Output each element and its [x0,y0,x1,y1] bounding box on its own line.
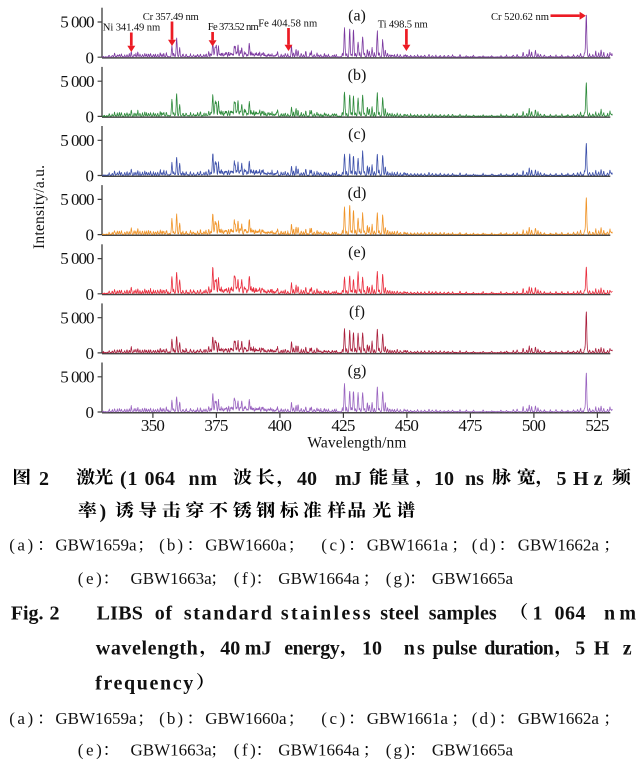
svg-text:(e): (e) [78,569,102,588]
svg-text:5: 5 [575,638,585,660]
svg-text:(a): (a) [348,8,366,25]
svg-text:(f): (f) [349,303,365,320]
svg-text:Hz: Hz [573,468,603,490]
svg-text:400: 400 [268,416,292,435]
svg-text:GBW1661a: GBW1661a [367,709,449,728]
svg-text:5 000: 5 000 [60,249,94,268]
svg-text:Intensity/a.u.: Intensity/a.u. [31,165,48,249]
svg-text:0: 0 [86,344,95,363]
svg-text:500: 500 [522,416,546,435]
svg-text:064: 064 [145,468,176,490]
svg-text:(c): (c) [321,536,345,555]
svg-text:duration: duration [484,638,554,660]
svg-text:GBW1660a: GBW1660a [205,709,287,728]
svg-text:of: of [155,602,173,624]
svg-text:GBW1664a: GBW1664a [278,741,360,760]
svg-text:(g): (g) [386,569,410,588]
svg-text:GBW1660a: GBW1660a [205,536,287,555]
svg-text:nm: nm [189,468,218,490]
svg-text:0: 0 [86,285,95,304]
svg-text:2: 2 [50,602,60,624]
svg-text:GBW1663a: GBW1663a [131,569,213,588]
svg-text:40: 40 [220,638,240,660]
svg-text:mJ: mJ [335,468,362,490]
svg-text:frequency: frequency [95,672,193,694]
svg-text:pulse: pulse [433,638,478,660]
svg-text:064: 064 [555,602,586,624]
svg-text:10: 10 [362,638,382,660]
svg-text:(: ( [120,468,127,490]
svg-text:(d): (d) [348,185,367,202]
svg-text:375: 375 [204,416,228,435]
svg-text:(f): (f) [234,741,256,760]
svg-text:5 000: 5 000 [60,131,94,150]
svg-text:standard: standard [184,602,272,624]
svg-text:Fig.: Fig. [11,602,44,624]
svg-text:350: 350 [141,416,165,435]
svg-text:5: 5 [557,468,567,490]
svg-text:10: 10 [434,468,454,490]
svg-text:(b): (b) [159,536,183,555]
svg-text:(g): (g) [348,362,367,379]
svg-text:0: 0 [86,108,95,127]
svg-text:1: 1 [533,602,543,624]
svg-text:Ni 341.49 nm: Ni 341.49 nm [103,23,161,34]
svg-text:(a): (a) [9,536,33,555]
svg-text:stainless: stainless [281,602,371,624]
svg-text:Wavelength/nm: Wavelength/nm [307,435,406,452]
svg-text:0: 0 [86,403,95,422]
svg-text:(e): (e) [348,244,366,261]
svg-text:1: 1 [128,468,138,490]
svg-text:(c): (c) [348,126,366,143]
svg-text:(c): (c) [321,709,345,728]
svg-text:(d): (d) [472,709,496,728]
svg-text:Fe 404.58 nm: Fe 404.58 nm [258,19,318,30]
svg-text:Cr 357.49 nm: Cr 357.49 nm [143,12,200,23]
svg-text:GBW1661a: GBW1661a [367,536,449,555]
svg-text:0: 0 [86,167,95,186]
svg-text:GBW1659a: GBW1659a [55,709,137,728]
svg-text:samples: samples [429,602,497,624]
svg-text:GBW1662a: GBW1662a [518,709,600,728]
svg-text:2: 2 [39,468,49,490]
svg-text:GBW1665a: GBW1665a [432,569,514,588]
svg-text:GBW1662a: GBW1662a [518,536,600,555]
svg-text:(a): (a) [9,709,33,728]
svg-text:5 000: 5 000 [60,13,94,32]
svg-text:GBW1663a: GBW1663a [131,741,213,760]
svg-text:425: 425 [331,416,355,435]
svg-text:5 000: 5 000 [60,308,94,327]
svg-text:GBW1665a: GBW1665a [432,741,514,760]
svg-text:475: 475 [458,416,482,435]
svg-text:Ti 498.5 nm: Ti 498.5 nm [378,19,429,30]
svg-text:Cr 520.62 nm: Cr 520.62 nm [491,12,550,23]
svg-text:(d): (d) [472,536,496,555]
svg-text:(e): (e) [78,741,102,760]
svg-text:mJ: mJ [245,638,272,660]
svg-text:): ) [100,501,107,523]
svg-text:5 000: 5 000 [60,190,94,209]
svg-text:ns: ns [404,638,425,660]
svg-text:0: 0 [86,48,95,67]
svg-text:energy: energy [284,638,340,660]
svg-text:(b): (b) [348,67,367,84]
svg-text:40: 40 [297,468,317,490]
svg-text:Fe 373.52 nm: Fe 373.52 nm [208,22,260,33]
svg-text:(f): (f) [234,569,256,588]
svg-text:5 000: 5 000 [60,72,94,91]
svg-text:450: 450 [395,416,419,435]
svg-text:LIBS: LIBS [97,602,143,624]
svg-text:steel: steel [380,602,419,624]
svg-text:0: 0 [86,226,95,245]
svg-text:(b): (b) [159,709,183,728]
svg-text:5 000: 5 000 [60,367,94,386]
svg-text:wavelength: wavelength [96,638,198,660]
svg-text:(g): (g) [386,741,410,760]
svg-text:GBW1664a: GBW1664a [278,569,360,588]
svg-text:nm: nm [604,602,636,624]
svg-text:GBW1659a: GBW1659a [55,536,137,555]
svg-text:ns: ns [465,468,484,490]
svg-text:525: 525 [585,416,609,435]
